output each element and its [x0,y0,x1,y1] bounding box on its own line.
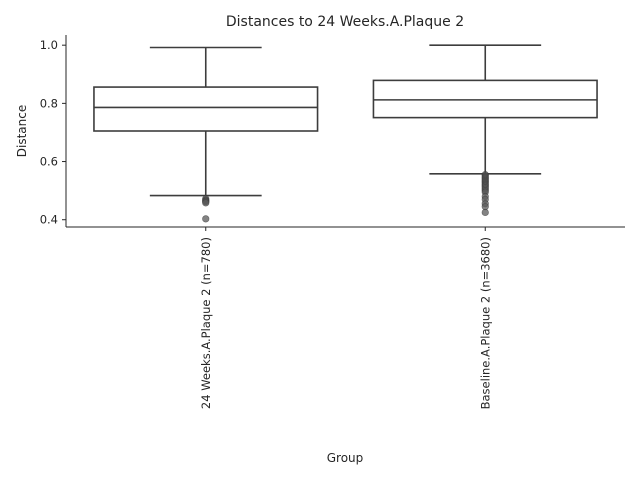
interquartile-box [93,86,319,132]
interquartile-box [372,79,598,119]
box-group [93,46,319,223]
y-axis-ticks: 0.4 0.6 0.8 1.0 [40,38,66,227]
y-tick-label: 0.4 [40,213,58,227]
outlier-point [481,208,489,217]
y-tick-label: 1.0 [40,38,58,52]
x-axis-ticks: 24 Weeks.A.Plaque 2 (n=780) Baseline.A.Pl… [199,227,492,409]
outlier-point [202,215,210,223]
box-group [372,44,598,217]
x-tick-label: Baseline.A.Plaque 2 (n=3680) [478,237,492,409]
y-axis-label: Distance [15,105,29,157]
box-plot-series [93,44,598,223]
y-tick-label: 0.6 [40,155,58,169]
chart-title: Distances to 24 Weeks.A.Plaque 2 [226,14,464,30]
y-tick-label: 0.8 [40,96,58,110]
outlier-point [202,199,210,207]
x-tick-label: 24 Weeks.A.Plaque 2 (n=780) [199,237,213,409]
x-axis-label: Group [327,451,364,465]
